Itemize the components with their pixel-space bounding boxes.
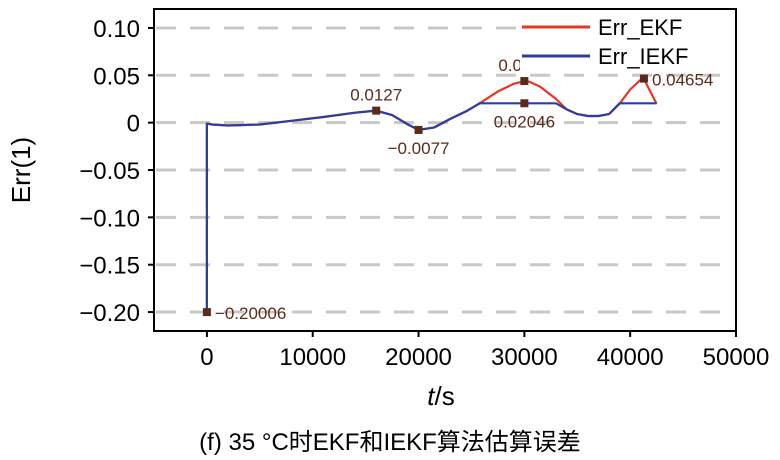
y-tick-label-3: −0.05 xyxy=(79,158,140,185)
y-tick-label-6: −0.20 xyxy=(79,300,140,327)
series-line-err-iekf xyxy=(205,102,657,313)
x-tick-label-0: 0 xyxy=(200,344,213,371)
y-tick-label-0: 0.10 xyxy=(93,16,140,43)
annotation-label-0: 0.0127 xyxy=(350,86,402,105)
x-axis-ticks: 0 10000 20000 30000 40000 50000 xyxy=(200,331,769,371)
annotation-marker-2 xyxy=(520,77,529,86)
chart: 0.0127−0.00770.04390.020460.04654−0.2000… xyxy=(6,8,769,411)
y-tick-label-4: −0.10 xyxy=(79,205,140,232)
y-axis-ticks: 0.10 0.05 0 −0.05 −0.10 −0.15 −0.20 xyxy=(79,16,154,327)
annotation-label-5: −0.20006 xyxy=(215,304,286,323)
annotation-marker-1 xyxy=(414,125,423,134)
y-tick-label-1: 0.05 xyxy=(93,63,140,90)
annotation-marker-0 xyxy=(372,106,381,115)
legend-background xyxy=(520,12,732,72)
annotation-label-4: 0.04654 xyxy=(652,71,713,90)
annotations: 0.0127−0.00770.04390.020460.04654−0.2000… xyxy=(215,56,713,323)
markers xyxy=(202,74,648,317)
legend-label-ekf: Err_EKF xyxy=(598,15,682,40)
x-axis-label-italic: t xyxy=(427,381,436,411)
x-axis-label: t/s xyxy=(427,381,454,411)
series-line-err-ekf xyxy=(205,77,658,313)
figure-caption: (f) 35 °C时EKF和IEKF算法估算误差 xyxy=(199,429,581,456)
annotation-marker-4 xyxy=(639,74,648,83)
y-tick-label-2: 0 xyxy=(127,111,140,138)
annotation-label-3: 0.02046 xyxy=(494,112,555,131)
x-tick-label-3: 30000 xyxy=(491,344,558,371)
x-tick-label-1: 10000 xyxy=(279,344,346,371)
y-tick-label-5: −0.15 xyxy=(79,253,140,280)
legend: Err_EKF Err_IEKF xyxy=(520,12,732,72)
y-axis-label: Err(1) xyxy=(6,137,36,203)
series-layer xyxy=(205,77,658,313)
legend-label-iekf: Err_IEKF xyxy=(598,44,688,69)
x-axis-label-unit: /s xyxy=(435,381,455,411)
x-tick-label-5: 50000 xyxy=(703,344,770,371)
annotation-marker-5 xyxy=(202,308,211,317)
annotation-marker-3 xyxy=(520,99,529,108)
annotation-label-1: −0.0077 xyxy=(388,139,450,158)
x-tick-label-2: 20000 xyxy=(385,344,452,371)
x-tick-label-4: 40000 xyxy=(597,344,664,371)
